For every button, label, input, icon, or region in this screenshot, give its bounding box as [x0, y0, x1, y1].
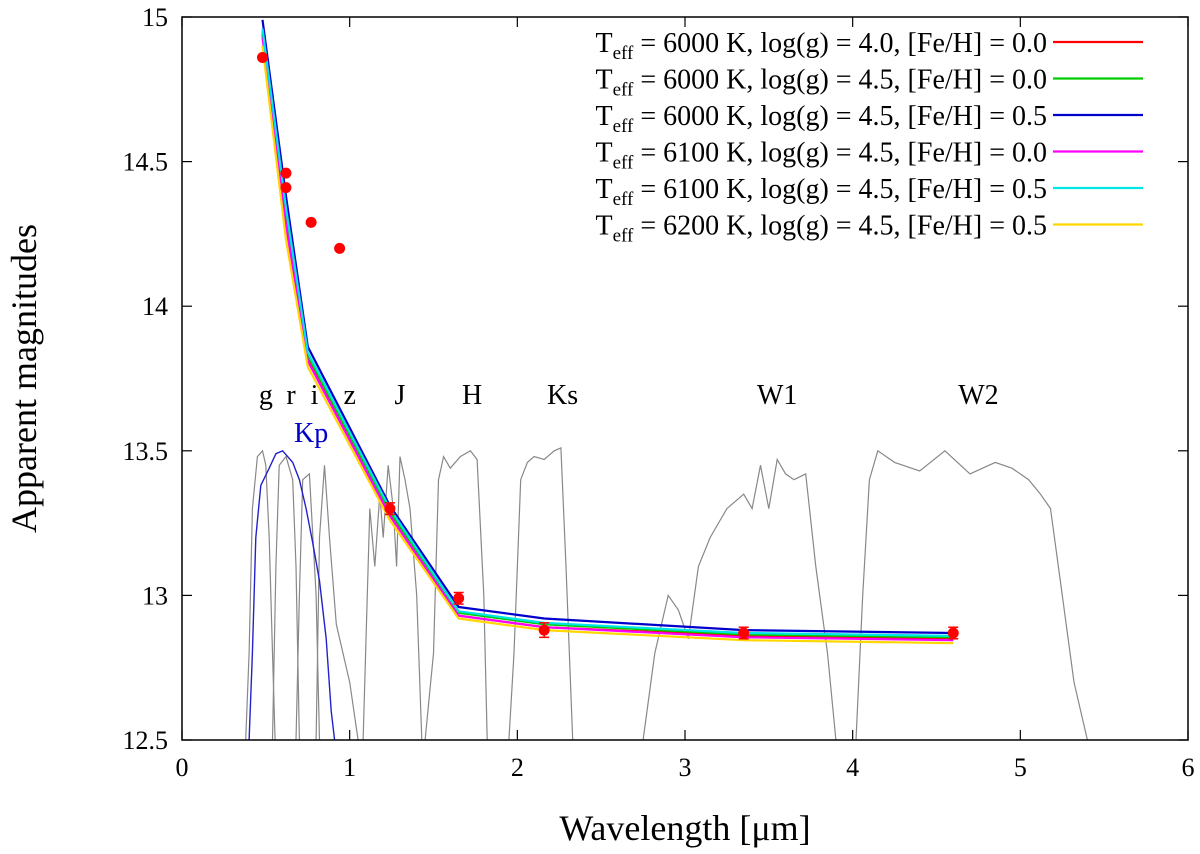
observed-points — [256, 51, 959, 640]
filter-curve-i — [295, 472, 321, 741]
legend-label-3: Teff = 6000 K, log(g) = 4.5, [Fe/H] = 0.… — [595, 101, 1047, 137]
y-tick-label: 15 — [142, 3, 168, 32]
y-tick-label: 14.5 — [123, 148, 169, 177]
filter-curves — [245, 447, 1088, 741]
y-tick-label: 13.5 — [123, 437, 169, 466]
observed-point — [256, 51, 268, 63]
band-label-z: z — [343, 380, 355, 411]
filter-curve-w2 — [855, 449, 1088, 741]
observed-point — [334, 242, 346, 254]
band-label-i: i — [311, 380, 319, 411]
filter-curve-ks — [508, 447, 574, 741]
band-label-ks: Ks — [547, 380, 578, 411]
x-tick-label: 3 — [679, 753, 692, 782]
y-tick-label: 14 — [142, 292, 168, 321]
y-tick-label: 13 — [142, 581, 168, 610]
model-line-6 — [261, 45, 954, 645]
observed-point — [538, 624, 550, 636]
model-line-2 — [261, 31, 954, 639]
band-label-kp: Kp — [294, 418, 328, 449]
legend-label-5: Teff = 6100 K, log(g) = 4.5, [Fe/H] = 0.… — [595, 174, 1047, 210]
legend-label-4: Teff = 6100 K, log(g) = 4.5, [Fe/H] = 0.… — [595, 138, 1047, 174]
observed-point — [453, 592, 465, 604]
observed-point — [280, 167, 292, 179]
filter-curve-g — [245, 449, 276, 741]
observed-point — [947, 627, 959, 639]
y-axis-title: Apparent magnitudes — [4, 224, 44, 533]
model-line-5 — [261, 28, 954, 637]
model-line-3 — [261, 19, 954, 635]
x-tick-label: 0 — [176, 753, 189, 782]
observed-point — [738, 627, 750, 639]
legend-label-1: Teff = 6000 K, log(g) = 4.0, [Fe/H] = 0.… — [595, 28, 1047, 64]
band-label-w1: W1 — [757, 380, 797, 411]
legend: Teff = 6000 K, log(g) = 4.0, [Fe/H] = 0.… — [595, 28, 1143, 247]
axis-ticks: 0 1 2 3 4 5 6 12.5 13 13.5 14 14.5 15 — [123, 3, 1195, 782]
x-tick-label: 1 — [343, 753, 356, 782]
observed-point — [280, 182, 292, 194]
model-lines — [261, 19, 954, 645]
band-label-h: H — [462, 380, 482, 411]
band-label-g: g — [259, 380, 273, 411]
x-axis-title: Wavelength [μm] — [559, 808, 810, 848]
band-label-w2: W2 — [958, 380, 998, 411]
filter-curve-h — [424, 450, 488, 741]
legend-label-6: Teff = 6200 K, log(g) = 4.5, [Fe/H] = 0.… — [595, 211, 1047, 247]
observed-point — [305, 216, 317, 228]
band-labels: g r i z J H Ks W1 W2 Kp — [259, 380, 999, 449]
filter-curve-z — [315, 465, 359, 741]
x-tick-label: 6 — [1182, 753, 1195, 782]
model-line-4 — [261, 37, 954, 642]
filter-curve-r — [271, 455, 300, 741]
x-tick-label: 5 — [1014, 753, 1027, 782]
filter-curve-kp — [248, 449, 336, 741]
observed-point — [384, 503, 396, 515]
band-label-j: J — [395, 380, 406, 411]
filter-curve-w1 — [642, 457, 837, 741]
x-tick-label: 4 — [846, 753, 859, 782]
y-tick-label: 12.5 — [123, 726, 169, 755]
band-label-r: r — [286, 380, 296, 411]
legend-label-2: Teff = 6000 K, log(g) = 4.5, [Fe/H] = 0.… — [595, 65, 1047, 101]
filter-curve-j — [362, 456, 423, 741]
x-tick-label: 2 — [511, 753, 524, 782]
